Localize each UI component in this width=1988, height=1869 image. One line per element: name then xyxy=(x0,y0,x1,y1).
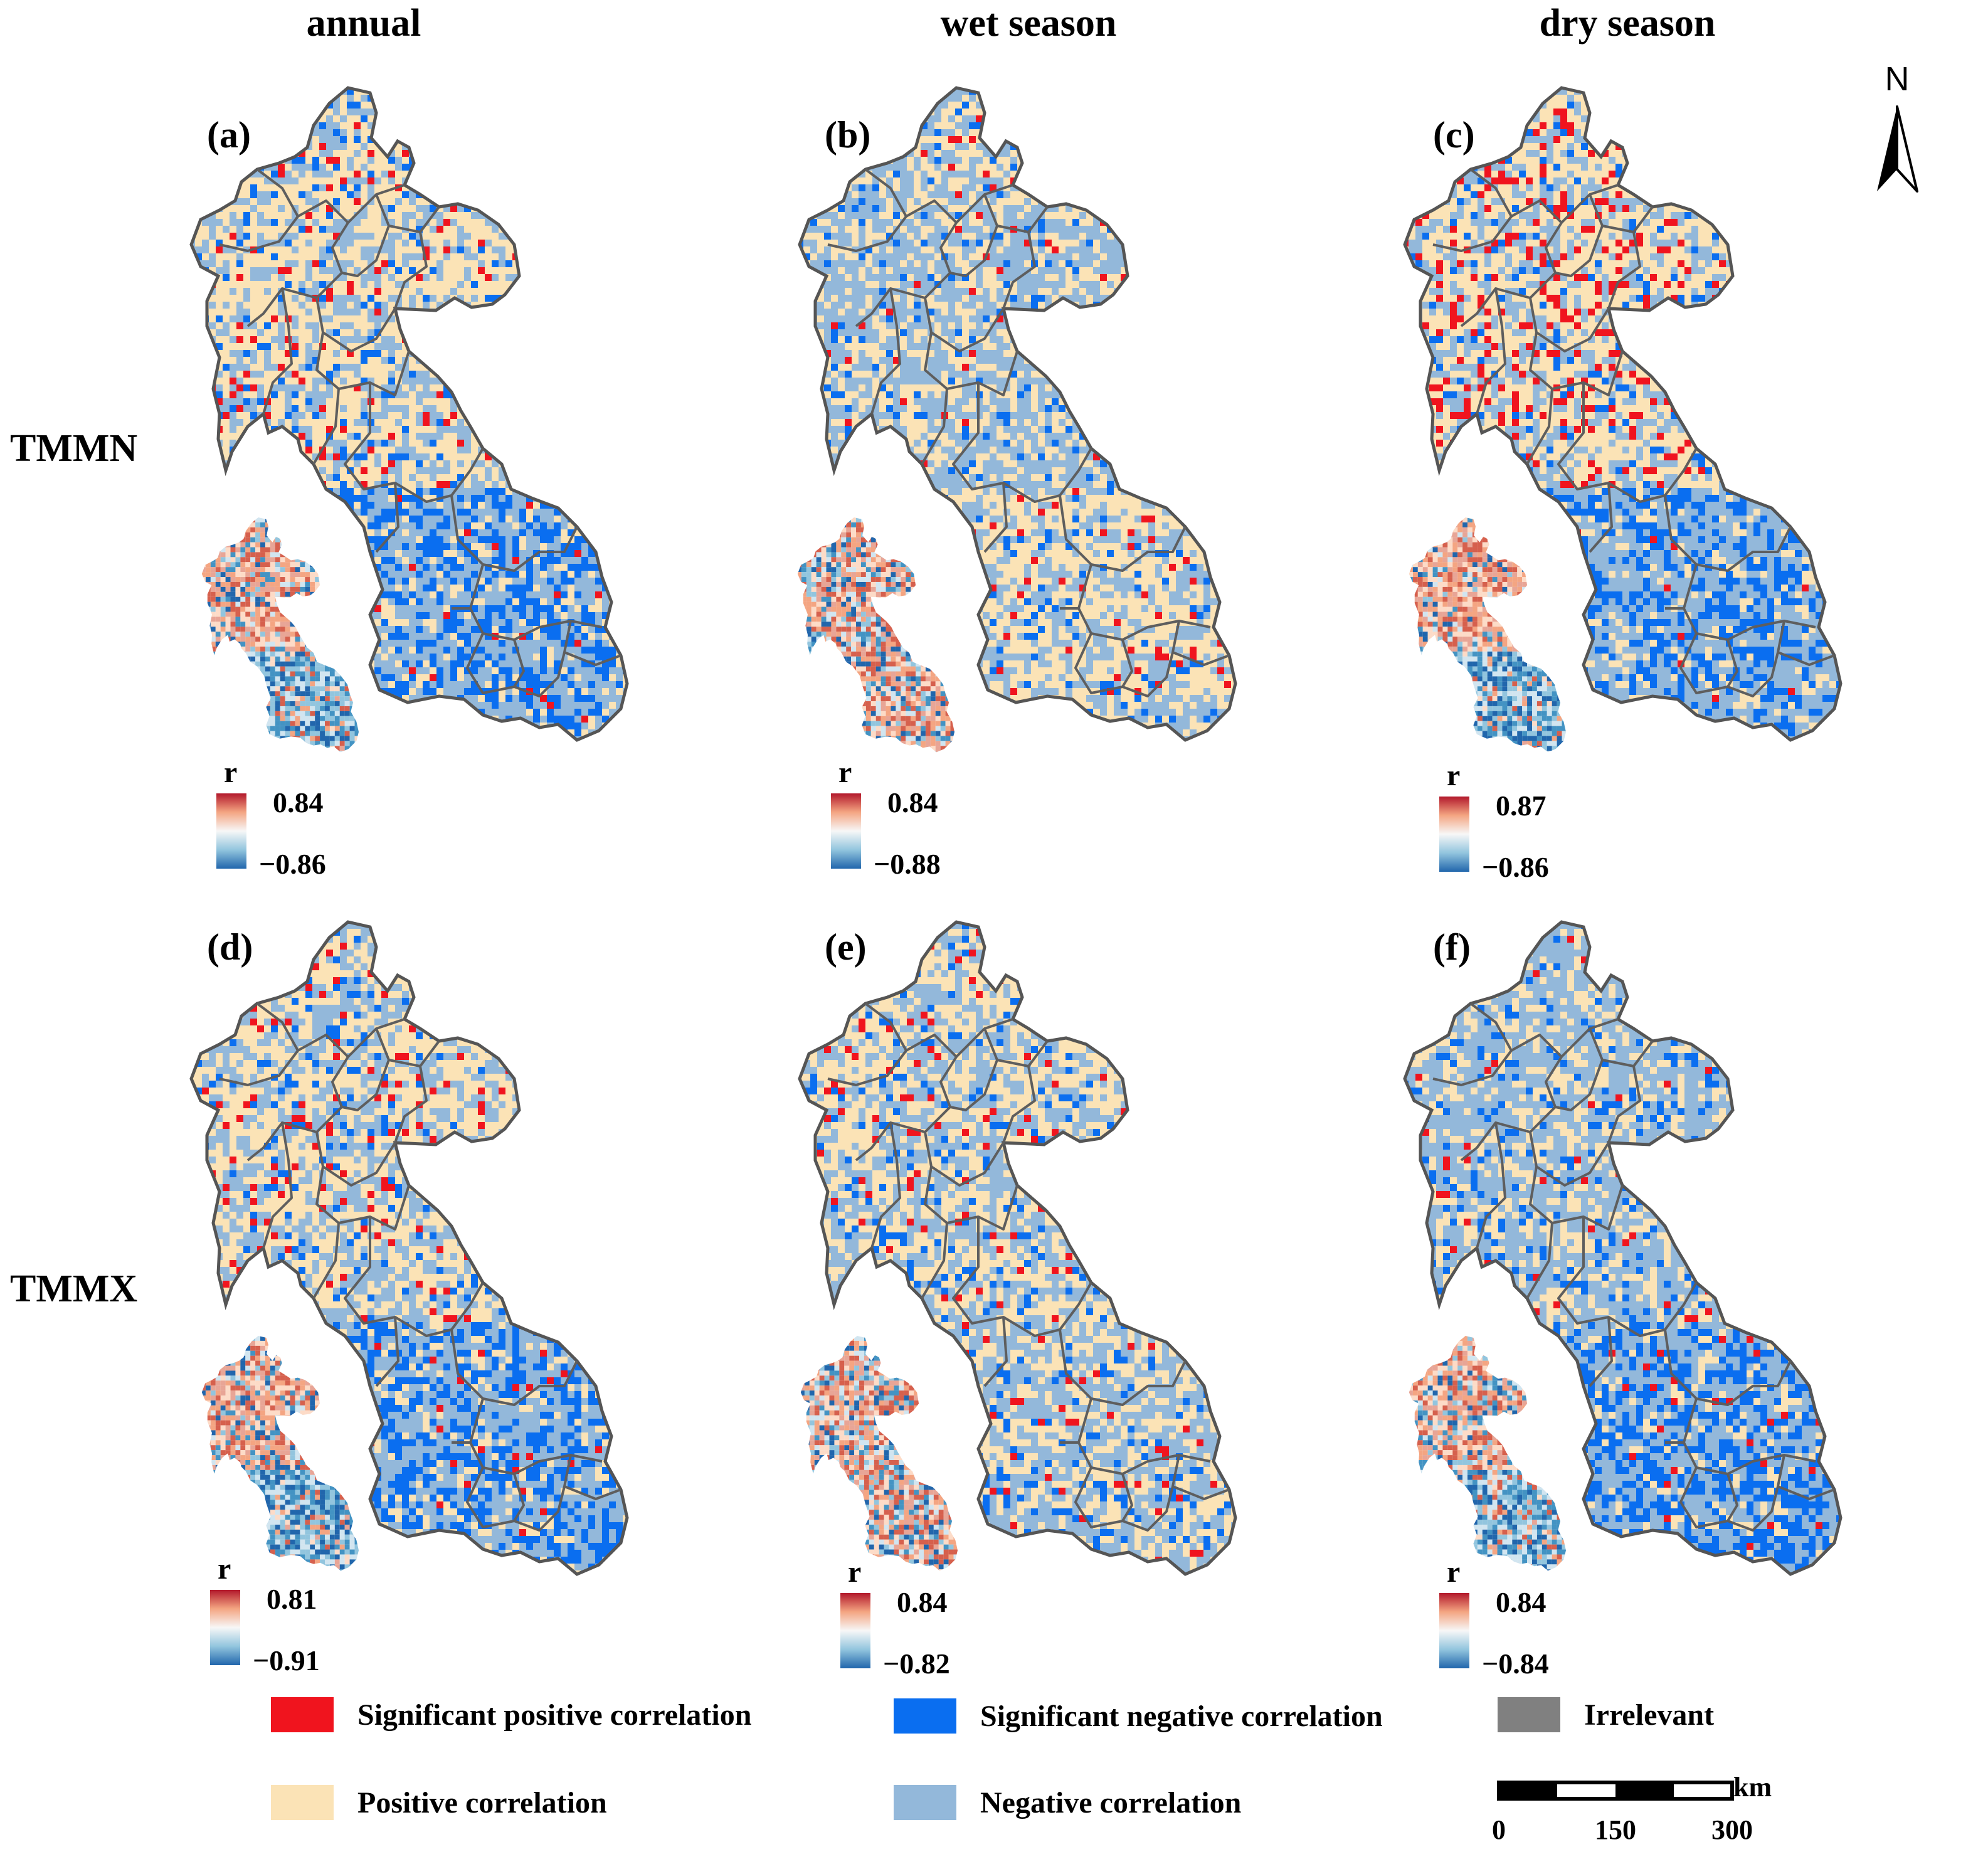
north-arrow-icon: N xyxy=(1877,63,1918,193)
colorbar-b: r 0.84 −0.88 xyxy=(831,756,941,880)
colorbar-min-e: −0.82 xyxy=(883,1648,950,1680)
colorbar-e: r 0.84 −0.82 xyxy=(840,1555,950,1680)
legend-item-significant-negative: Significant negative correlation xyxy=(894,1698,1383,1734)
colorbar-gradient-e xyxy=(840,1593,870,1668)
scale-tick-300: 300 xyxy=(1711,1814,1753,1845)
colorbar-max-a: 0.84 xyxy=(273,786,324,818)
colorbar-gradient-a xyxy=(216,793,246,869)
legend-swatch-negative xyxy=(894,1785,956,1820)
scale-tick-0: 0 xyxy=(1492,1814,1506,1845)
colorbar-d: r 0.81 −0.91 xyxy=(210,1552,320,1676)
colorbar-max-f: 0.84 xyxy=(1496,1586,1547,1618)
colorbar-title-c: r xyxy=(1447,759,1460,792)
inset-map-a xyxy=(201,517,359,753)
row-title-tmmx: TMMX xyxy=(10,1267,137,1311)
panel-label-e: (e) xyxy=(825,926,867,968)
legend-swatch-irrelevant xyxy=(1498,1697,1560,1732)
legend-item-positive: Positive correlation xyxy=(271,1785,607,1820)
scale-bar: km 0 150 300 xyxy=(1492,1772,1772,1845)
inset-map-f xyxy=(1409,1336,1567,1571)
inset-map-e xyxy=(800,1336,958,1571)
colorbar-min-d: −0.91 xyxy=(253,1644,320,1676)
colorbar-a: r 0.84 −0.86 xyxy=(216,756,326,880)
colorbar-min-c: −0.86 xyxy=(1482,851,1549,883)
column-title-wet-season: wet season xyxy=(809,1,1248,46)
colorbar-title-f: r xyxy=(1447,1555,1460,1589)
inset-map-c xyxy=(1409,517,1567,753)
colorbar-c: r 0.87 −0.86 xyxy=(1439,759,1549,883)
column-title-dry-season: dry season xyxy=(1408,1,1847,46)
colorbar-title-b: r xyxy=(838,756,852,789)
colorbar-max-d: 0.81 xyxy=(267,1583,317,1615)
column-title-annual: annual xyxy=(144,1,583,46)
panel-label-f: (f) xyxy=(1433,926,1471,968)
legend-item-irrelevant: Irrelevant xyxy=(1498,1697,1714,1732)
legend-label-significant-negative: Significant negative correlation xyxy=(980,1699,1383,1734)
colorbar-min-f: −0.84 xyxy=(1482,1648,1549,1680)
legend-label-positive: Positive correlation xyxy=(357,1786,607,1820)
colorbar-title-a: r xyxy=(224,756,237,789)
scale-tick-150: 150 xyxy=(1595,1814,1636,1845)
legend-label-irrelevant: Irrelevant xyxy=(1584,1698,1714,1732)
colorbar-gradient-f xyxy=(1439,1593,1469,1668)
legend-swatch-significant-negative xyxy=(894,1698,956,1734)
colorbar-title-e: r xyxy=(848,1555,861,1589)
legend-swatch-significant-positive xyxy=(271,1697,334,1732)
colorbar-max-e: 0.84 xyxy=(897,1586,948,1618)
row-title-tmmn: TMMN xyxy=(10,426,137,471)
colorbar-max-b: 0.84 xyxy=(887,786,938,818)
north-label: N xyxy=(1885,63,1910,98)
colorbar-min-b: −0.88 xyxy=(874,848,941,880)
colorbar-min-a: −0.86 xyxy=(259,848,326,880)
colorbar-f: r 0.84 −0.84 xyxy=(1439,1555,1549,1680)
legend-label-negative: Negative correlation xyxy=(980,1786,1241,1820)
colorbar-gradient-d xyxy=(210,1590,240,1665)
panel-label-b: (b) xyxy=(825,114,870,156)
colorbar-title-d: r xyxy=(218,1552,231,1586)
legend-swatch-positive xyxy=(271,1785,334,1820)
legend-item-significant-positive: Significant positive correlation xyxy=(271,1697,751,1732)
panel-map-d xyxy=(188,922,637,1584)
legend-label-significant-positive: Significant positive correlation xyxy=(357,1698,751,1732)
scale-unit: km xyxy=(1733,1772,1772,1803)
inset-map-d xyxy=(201,1336,359,1571)
inset-map-b xyxy=(797,517,955,753)
map-figure: (a) r 0.84 −0.86 (b) r 0.84 −0.88 (c) r 0.87 −0.86 (… xyxy=(0,0,1988,1680)
panel-label-a: (a) xyxy=(207,114,251,156)
panel-label-d: (d) xyxy=(207,926,253,968)
colorbar-gradient-c xyxy=(1439,797,1469,872)
colorbar-gradient-b xyxy=(831,793,861,869)
panel-label-c: (c) xyxy=(1433,114,1475,156)
legend-item-negative: Negative correlation xyxy=(894,1785,1241,1820)
colorbar-max-c: 0.87 xyxy=(1496,790,1547,822)
